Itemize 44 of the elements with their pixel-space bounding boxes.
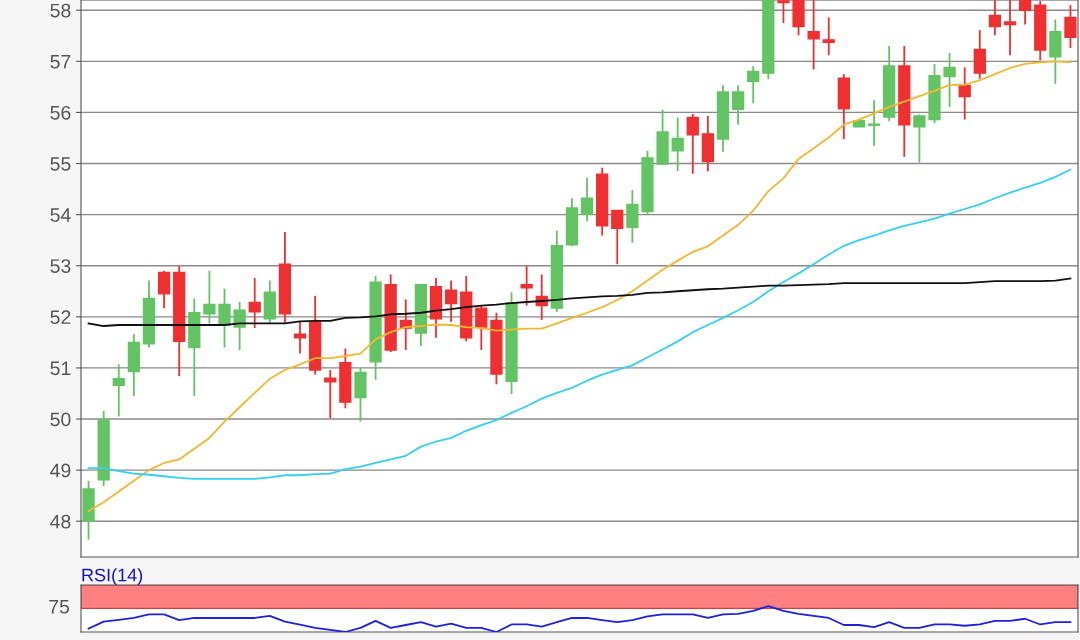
y-tick-label: 58 <box>50 3 71 18</box>
candlestick <box>867 99 881 147</box>
line-series <box>87 277 1072 327</box>
candlestick <box>444 279 458 323</box>
candlestick <box>157 269 171 310</box>
band-label: 75 <box>49 600 70 614</box>
candlestick <box>731 84 745 126</box>
y-tick-label: 50 <box>50 412 71 427</box>
line-series <box>87 168 1072 480</box>
candlestick <box>218 287 231 349</box>
candlestick <box>807 0 820 71</box>
candlestick <box>913 113 926 164</box>
candlestick <box>671 116 684 173</box>
y-tick-label: 57 <box>50 54 71 69</box>
y-tick-label: 52 <box>50 310 71 325</box>
candlestick <box>686 113 699 175</box>
candlestick <box>988 0 1002 37</box>
y-tick-label: 51 <box>50 361 71 376</box>
candlestick <box>1003 0 1017 57</box>
y-tick-label: 55 <box>50 157 71 171</box>
y-tick-label: 54 <box>50 208 71 222</box>
candlestick <box>973 29 986 80</box>
candlestick <box>475 304 488 351</box>
candlestick <box>112 363 125 418</box>
candlestick <box>1064 4 1077 49</box>
y-tick-label: 56 <box>50 105 71 120</box>
candlestick <box>203 269 216 325</box>
candlestick <box>580 176 594 223</box>
y-tick-label: 53 <box>50 259 71 273</box>
candlestick <box>611 209 624 266</box>
candlestick <box>626 189 639 244</box>
candlestick <box>1018 0 1032 26</box>
y-tick-label: 48 <box>50 514 71 529</box>
candlestick <box>233 301 246 351</box>
candlestick <box>822 16 835 57</box>
candlestick <box>943 52 956 108</box>
candlestick <box>324 369 337 419</box>
candlestick <box>777 0 790 24</box>
y-tick-label: 49 <box>50 463 71 478</box>
candlestick <box>520 265 533 307</box>
candlestick <box>958 66 971 121</box>
candlestick <box>747 65 760 105</box>
candlestick <box>248 277 261 329</box>
chart-title: RSI(14) <box>82 568 143 585</box>
